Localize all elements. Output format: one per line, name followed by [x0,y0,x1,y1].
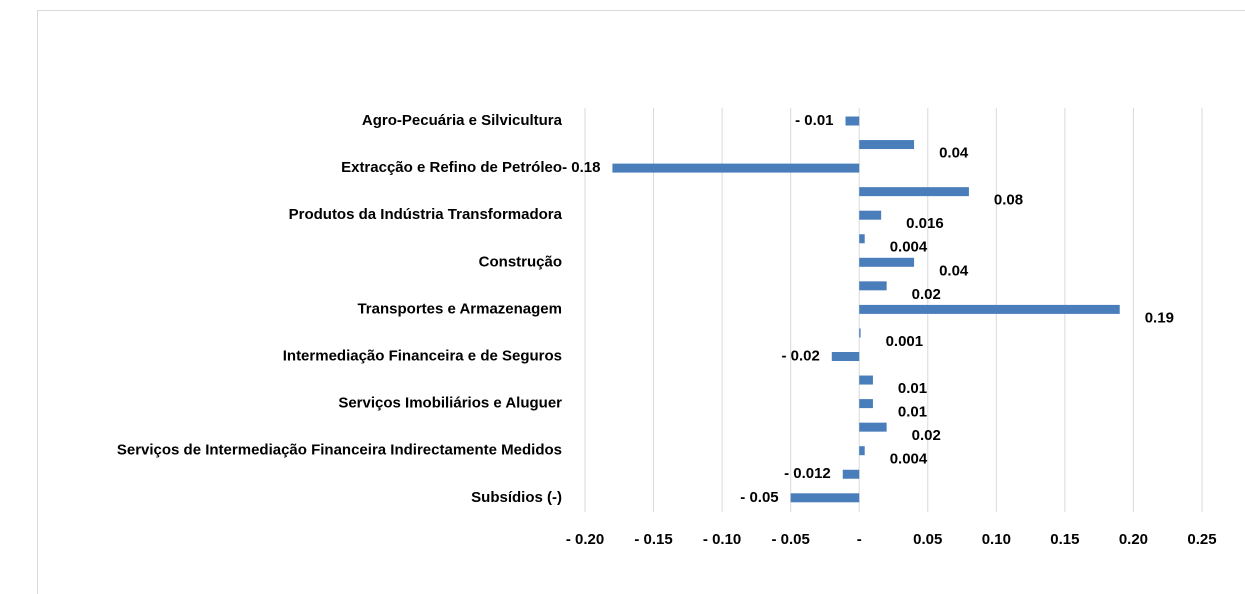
y-tick-label: Transportes e Armazenagem [357,300,562,317]
data-label: 0.01 [898,404,927,421]
y-tick-label: Serviços de Intermediação Financeira Ind… [117,442,562,459]
bar [859,257,915,267]
data-label: 0.02 [912,286,941,303]
data-label: 0.004 [890,239,928,256]
bar [859,328,861,338]
bar [859,210,882,220]
chart-frame [37,10,1245,594]
data-label: 0.04 [939,145,969,162]
data-label: - 0.02 [781,347,819,364]
data-label: 0.016 [906,215,944,232]
bar [845,116,860,126]
data-label: 0.02 [912,427,941,444]
data-label: - 0.012 [784,465,831,482]
x-tick-label: 0.10 [982,531,1011,548]
bar [859,422,887,432]
y-tick-label: Produtos da Indústria Transformadora [289,206,563,223]
y-tick-label: Serviços Imobiliários e Aluguer [338,395,562,412]
bar [859,234,865,244]
bar [790,493,860,503]
bar [859,281,887,291]
data-label: 0.004 [890,451,928,468]
data-label: 0.19 [1145,309,1174,326]
data-label: 0.04 [939,262,969,279]
data-label: 0.001 [886,333,924,350]
bar [859,446,865,456]
data-label: - 0.18 [562,159,600,176]
data-label: 0.08 [994,192,1023,209]
bar [859,304,1120,314]
x-tick-label: - [857,531,862,548]
y-tick-label: Subsídios (-) [471,489,562,506]
data-label: - 0.01 [795,112,833,129]
x-tick-label: - 0.15 [634,531,672,548]
x-tick-label: - 0.05 [771,531,809,548]
y-tick-label: Intermediação Financeira e de Seguros [283,347,562,364]
bar [612,163,860,173]
x-tick-label: 0.05 [913,531,942,548]
bar [859,399,873,409]
x-tick-label: - 0.20 [566,531,604,548]
bar [831,352,860,361]
x-tick-label: - 0.10 [703,531,741,548]
x-tick-label: 0.20 [1119,531,1148,548]
bar [859,375,873,385]
y-tick-label: Extracção e Refino de Petróleo [341,159,562,176]
bar [859,187,969,197]
x-tick-label: 0.15 [1050,531,1079,548]
y-tick-label: Construção [479,253,562,270]
y-tick-label: Agro-Pecuária e Silvicultura [362,112,563,129]
bar [842,469,860,479]
bar [859,140,915,150]
x-tick-label: 0.25 [1187,531,1216,548]
data-label: 0.01 [898,380,927,397]
data-label: - 0.05 [740,489,778,506]
